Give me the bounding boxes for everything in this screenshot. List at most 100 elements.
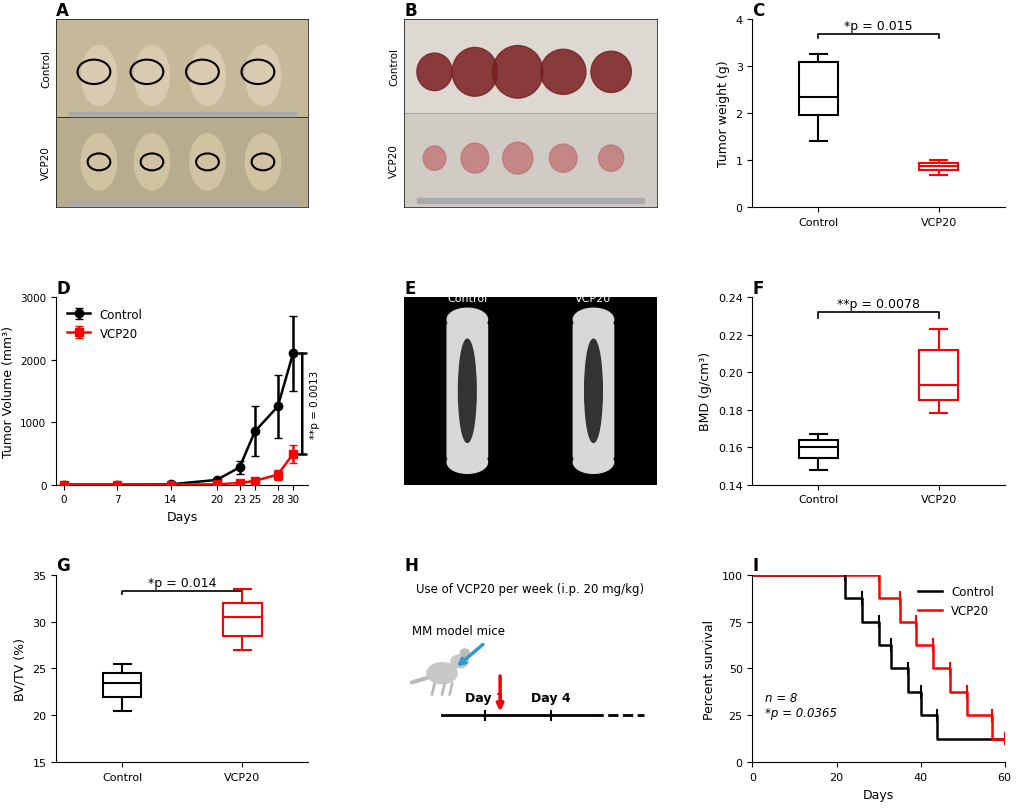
Control xyxy=(914,710,926,720)
Control xyxy=(884,641,897,650)
Ellipse shape xyxy=(549,145,577,173)
Control xyxy=(901,687,913,697)
Text: VCP20: VCP20 xyxy=(41,146,51,179)
Text: A: A xyxy=(56,2,69,20)
Text: **p = 0.0013: **p = 0.0013 xyxy=(310,370,320,438)
Ellipse shape xyxy=(598,146,624,172)
Text: Control: Control xyxy=(41,50,51,88)
Ellipse shape xyxy=(246,46,280,106)
Bar xyxy=(918,164,957,171)
Ellipse shape xyxy=(246,135,280,191)
Bar xyxy=(404,114,656,208)
VCP20 xyxy=(871,570,883,580)
FancyBboxPatch shape xyxy=(573,324,613,459)
Ellipse shape xyxy=(461,144,488,174)
Ellipse shape xyxy=(446,451,487,474)
Bar xyxy=(68,113,296,117)
Ellipse shape xyxy=(573,309,613,332)
Ellipse shape xyxy=(423,147,445,171)
Text: Day 4: Day 4 xyxy=(530,691,570,704)
Text: I: I xyxy=(752,557,758,575)
Text: C: C xyxy=(752,2,764,20)
Bar xyxy=(56,118,308,208)
Control xyxy=(914,687,926,697)
Control xyxy=(998,734,1010,744)
Legend: Control, VCP20: Control, VCP20 xyxy=(62,303,147,345)
Text: Control: Control xyxy=(446,294,487,303)
Text: G: G xyxy=(56,557,69,575)
Y-axis label: Tumor Volume (mm³): Tumor Volume (mm³) xyxy=(2,325,14,457)
VCP20 xyxy=(998,734,1010,744)
Bar xyxy=(56,20,308,118)
Legend: Control, VCP20: Control, VCP20 xyxy=(913,581,998,622)
Ellipse shape xyxy=(82,46,116,106)
Ellipse shape xyxy=(451,49,497,97)
VCP20 xyxy=(893,617,905,627)
Ellipse shape xyxy=(446,309,487,332)
Ellipse shape xyxy=(427,663,457,684)
VCP20 xyxy=(985,734,998,744)
Line: Control: Control xyxy=(752,575,1004,739)
VCP20 xyxy=(746,570,758,580)
Text: VCP20: VCP20 xyxy=(389,144,398,178)
VCP20 xyxy=(960,687,972,697)
Control xyxy=(855,617,867,627)
Y-axis label: BMD (g/cm³): BMD (g/cm³) xyxy=(699,352,711,431)
Text: n = 8
*p = 0.0365: n = 8 *p = 0.0365 xyxy=(764,691,837,719)
Y-axis label: Percent survival: Percent survival xyxy=(702,619,715,719)
VCP20 xyxy=(985,710,998,720)
VCP20 xyxy=(893,594,905,603)
VCP20 xyxy=(960,710,972,720)
VCP20 xyxy=(909,617,921,627)
Line: VCP20: VCP20 xyxy=(752,575,1004,739)
Bar xyxy=(918,350,957,401)
Text: Use of VCP20 per week (i.p. 20 mg/kg): Use of VCP20 per week (i.p. 20 mg/kg) xyxy=(416,582,644,595)
Control xyxy=(930,710,943,720)
Bar xyxy=(799,62,837,116)
Control xyxy=(884,663,897,673)
Y-axis label: Tumor weight (g): Tumor weight (g) xyxy=(716,61,730,167)
VCP20 xyxy=(871,594,883,603)
Ellipse shape xyxy=(82,135,116,191)
Control xyxy=(901,663,913,673)
Bar xyxy=(103,673,142,697)
Ellipse shape xyxy=(135,46,169,106)
Bar xyxy=(404,20,656,114)
Text: F: F xyxy=(752,280,763,298)
VCP20 xyxy=(926,663,938,673)
Control xyxy=(838,570,850,580)
Ellipse shape xyxy=(417,54,451,92)
Text: **p = 0.0078: **p = 0.0078 xyxy=(837,298,919,311)
Bar xyxy=(417,200,643,204)
Text: *p = 0.015: *p = 0.015 xyxy=(844,20,912,33)
Control xyxy=(930,734,943,744)
Bar xyxy=(223,603,261,636)
Text: *p = 0.014: *p = 0.014 xyxy=(148,577,216,590)
Ellipse shape xyxy=(590,52,631,93)
Ellipse shape xyxy=(190,135,225,191)
Text: Day 1: Day 1 xyxy=(465,691,504,704)
Bar xyxy=(799,440,837,459)
Ellipse shape xyxy=(584,340,601,443)
Text: Control: Control xyxy=(389,48,398,86)
Text: E: E xyxy=(404,280,415,298)
FancyBboxPatch shape xyxy=(446,324,487,459)
Ellipse shape xyxy=(540,50,585,95)
Y-axis label: BV/TV (%): BV/TV (%) xyxy=(13,637,26,700)
Text: VCP20: VCP20 xyxy=(575,294,611,303)
Text: D: D xyxy=(56,280,69,298)
Ellipse shape xyxy=(459,340,476,443)
Control xyxy=(855,594,867,603)
X-axis label: Days: Days xyxy=(166,510,198,523)
VCP20 xyxy=(943,687,955,697)
VCP20 xyxy=(943,663,955,673)
VCP20 xyxy=(926,641,938,650)
Bar xyxy=(68,203,296,207)
Ellipse shape xyxy=(492,46,542,99)
Control xyxy=(746,570,758,580)
Text: MM model mice: MM model mice xyxy=(412,624,504,637)
Circle shape xyxy=(460,649,469,658)
Ellipse shape xyxy=(190,46,225,106)
Ellipse shape xyxy=(573,451,613,474)
Control xyxy=(838,594,850,603)
